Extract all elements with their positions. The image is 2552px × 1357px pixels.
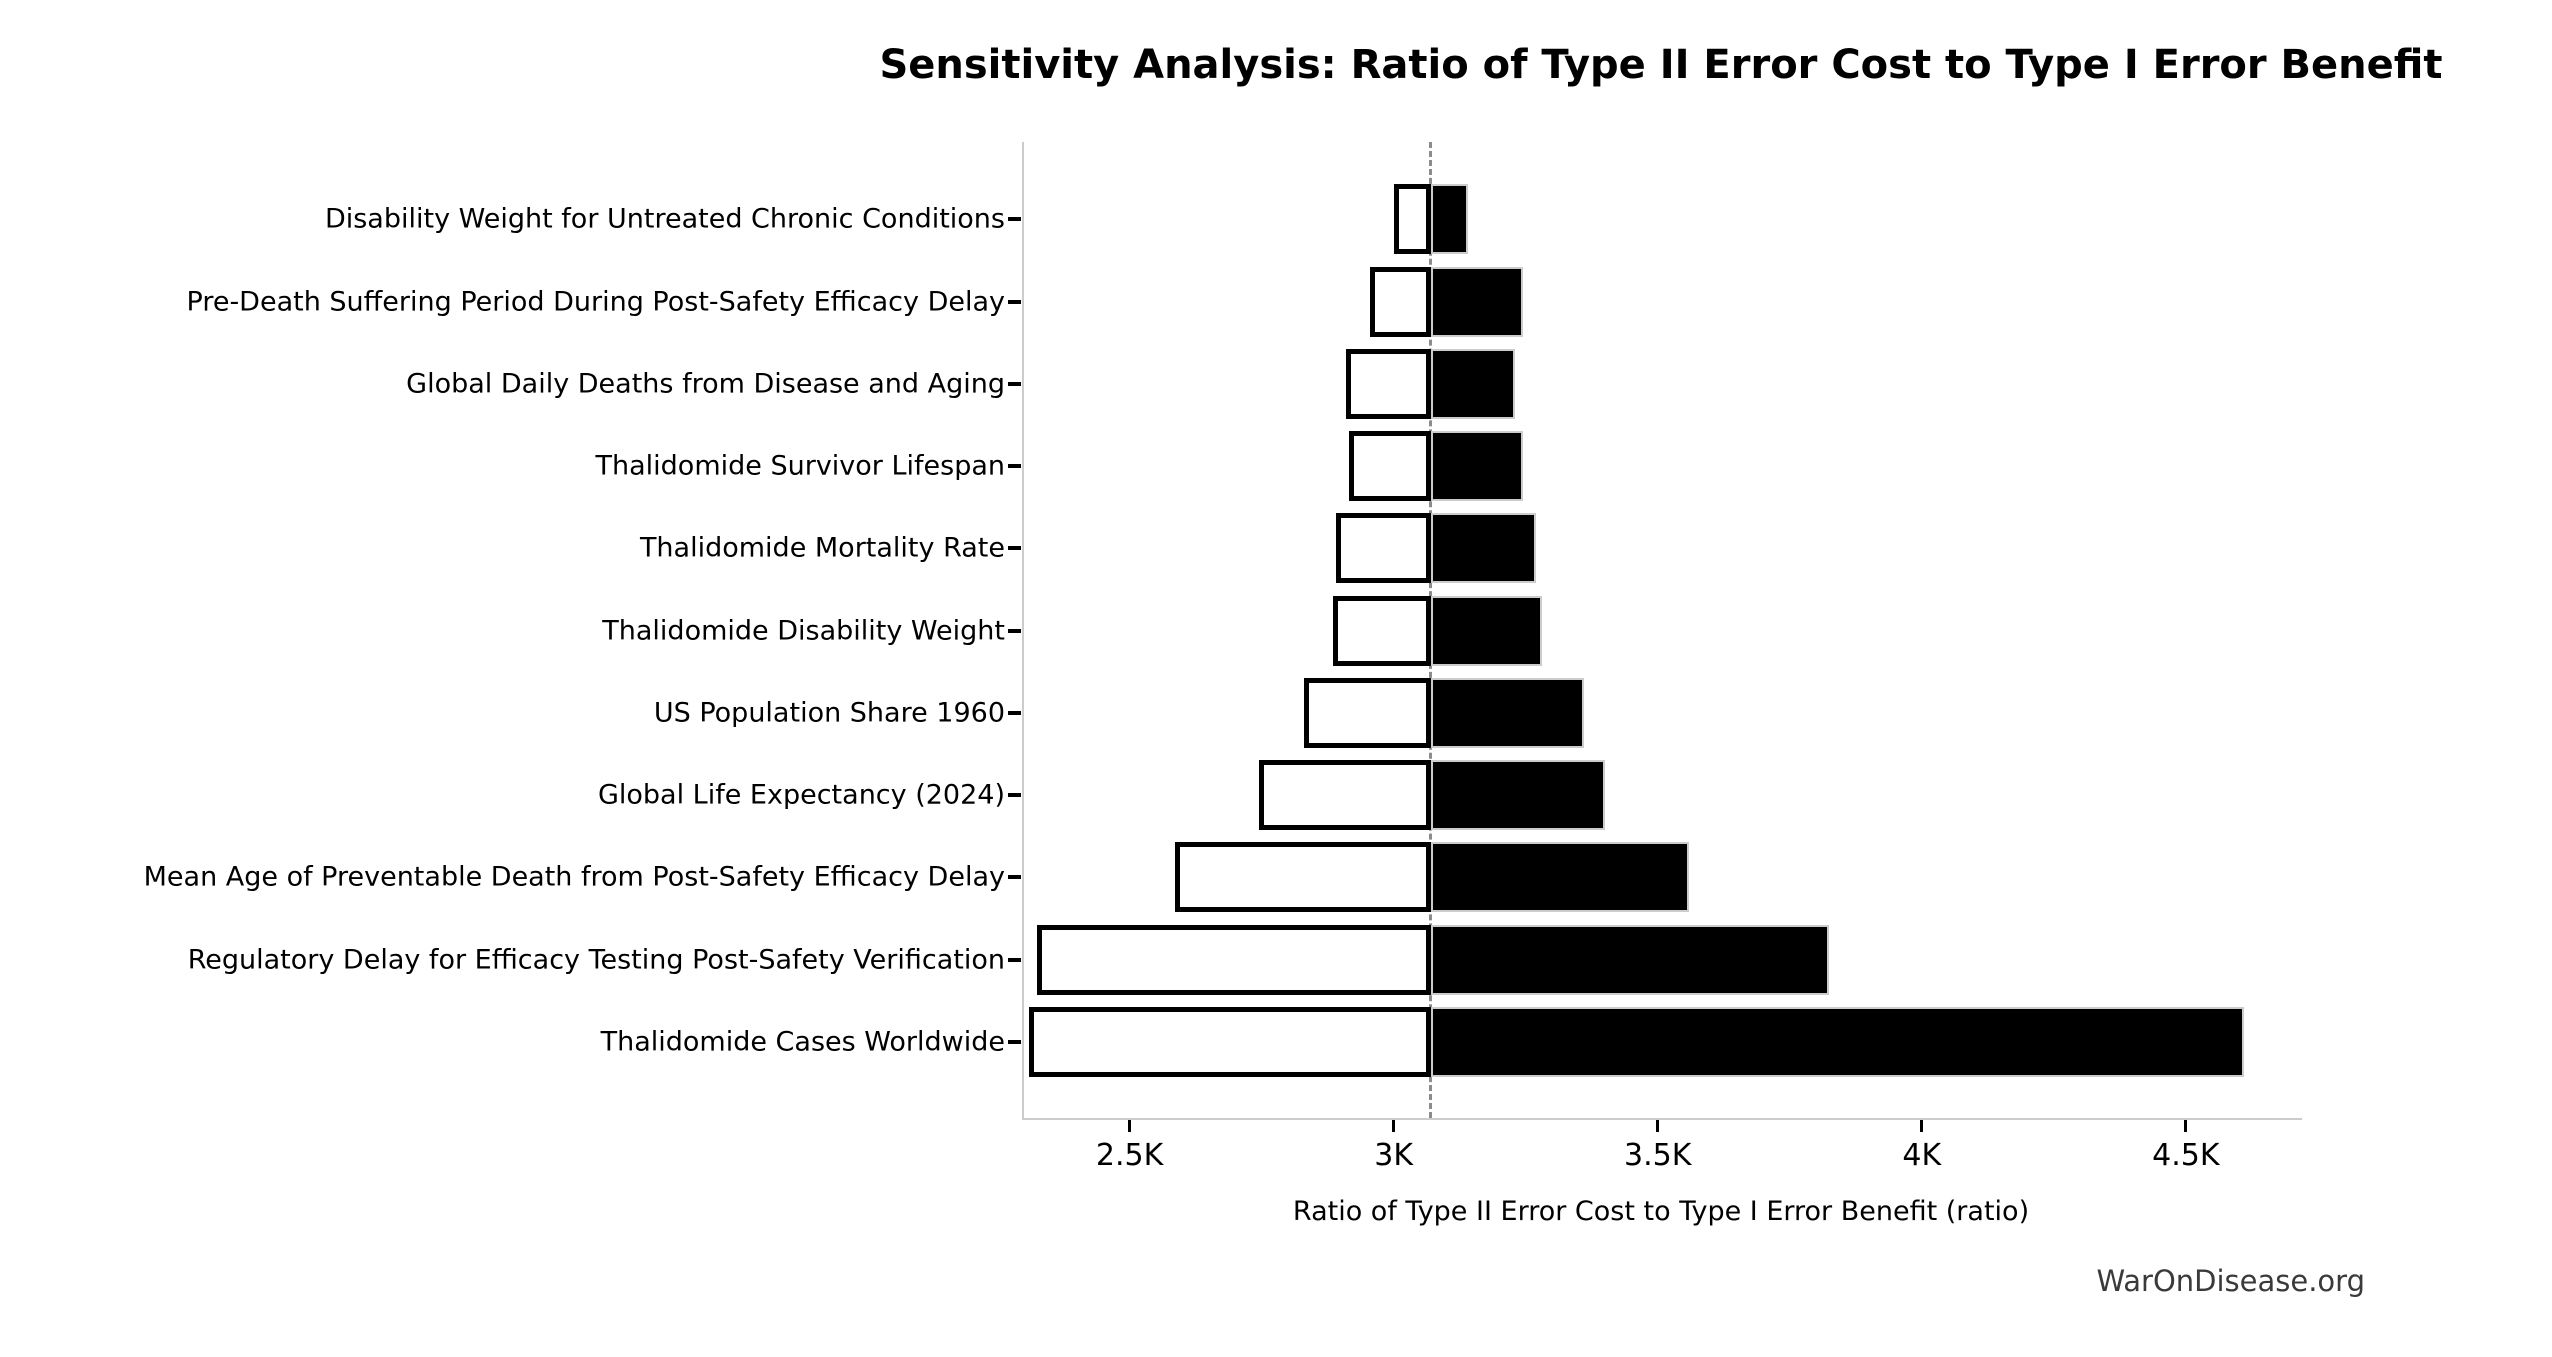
x-tick-mark [1920, 1120, 1924, 1132]
tornado-bar-high [1430, 513, 1537, 584]
y-tick-label: US Population Share 1960 [653, 697, 1005, 729]
x-tick-label: 4.5K [2152, 1138, 2220, 1173]
tornado-bar-high [1430, 924, 1830, 995]
tornado-bar-low [1303, 677, 1431, 748]
y-tick-mark [1008, 957, 1021, 962]
tornado-bar-high [1430, 431, 1524, 502]
x-axis-label: Ratio of Type II Error Cost to Type I Er… [1292, 1196, 2030, 1227]
y-tick-label: Thalidomide Cases Worldwide [600, 1026, 1005, 1058]
y-tick-mark [1008, 464, 1021, 469]
tornado-bar-low [1029, 1007, 1431, 1077]
tornado-bar-high [1430, 842, 1690, 913]
tornado-bar-high [1430, 266, 1524, 337]
tornado-bar-high [1430, 760, 1605, 831]
x-tick-label: 3.5K [1624, 1138, 1692, 1173]
tornado-bar-low [1393, 184, 1431, 255]
tornado-bar-low [1369, 266, 1431, 337]
x-tick-mark [1392, 1120, 1396, 1132]
x-tick-mark [1128, 1120, 1132, 1132]
tornado-bar-high [1430, 1007, 2244, 1077]
tornado-bar-low [1346, 348, 1431, 419]
watermark: WarOnDisease.org [2096, 1264, 2365, 1298]
tornado-bar-low [1335, 513, 1431, 584]
tornado-bar-high [1430, 677, 1584, 748]
tornado-bar-high [1430, 184, 1468, 255]
x-tick-label: 3K [1374, 1138, 1414, 1173]
x-tick-mark [1656, 1120, 1660, 1132]
tornado-bar-high [1430, 595, 1542, 666]
y-tick-mark [1008, 381, 1021, 386]
plot-area: 2.5K 3K 3.5K 4K 4.5K [1022, 142, 2302, 1173]
y-tick-mark [1008, 1040, 1021, 1044]
y-tick-label: Global Daily Deaths from Disease and Agi… [406, 368, 1005, 400]
y-tick-label: Disability Weight for Untreated Chronic … [324, 203, 1005, 235]
tornado-bar-high [1430, 348, 1516, 419]
y-tick-mark [1008, 793, 1021, 798]
y-tick-label: Regulatory Delay for Efficacy Testing Po… [187, 944, 1005, 976]
x-tick-label: 4K [1902, 1138, 1942, 1173]
y-tick-label: Mean Age of Preventable Death from Post-… [143, 861, 1005, 893]
x-tick-label: 2.5K [1095, 1138, 1164, 1173]
y-tick-label: Thalidomide Survivor Lifespan [595, 450, 1005, 482]
x-tick-mark [2184, 1120, 2188, 1132]
y-tick-label: Global Life Expectancy (2024) [597, 779, 1005, 811]
y-tick-label: Pre-Death Suffering Period During Post-S… [186, 286, 1005, 318]
y-tick-mark [1008, 217, 1021, 222]
tornado-bar-low [1332, 595, 1431, 666]
chart-title: Sensitivity Analysis: Ratio of Type II E… [879, 42, 2443, 88]
tornado-bar-low [1037, 924, 1431, 995]
y-tick-mark [1008, 546, 1021, 551]
tornado-bar-low [1259, 760, 1431, 831]
y-tick-mark [1008, 710, 1021, 715]
y-tick-label: Thalidomide Mortality Rate [639, 532, 1005, 564]
tornado-bar-low [1348, 431, 1431, 502]
y-tick-label: Thalidomide Disability Weight [602, 615, 1005, 647]
y-tick-mark [1008, 875, 1021, 880]
y-tick-mark [1008, 628, 1021, 633]
tornado-bar-low [1174, 842, 1431, 913]
y-tick-mark [1008, 299, 1021, 304]
